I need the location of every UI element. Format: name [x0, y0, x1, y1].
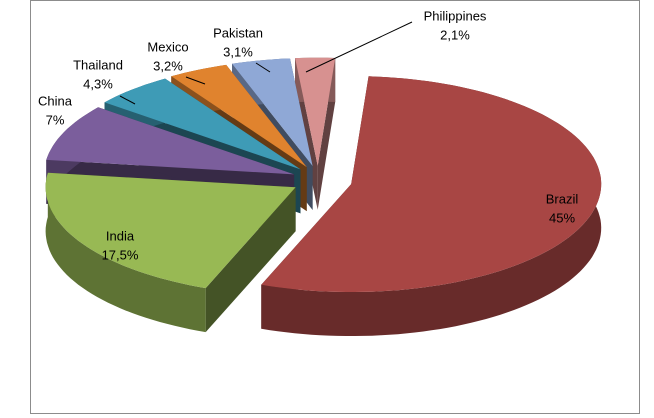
- slice-side: [45, 172, 206, 333]
- leader-line: [119, 95, 136, 105]
- slice: [171, 64, 307, 168]
- leader-line: [185, 76, 206, 85]
- slice: [232, 58, 313, 166]
- slice-value-label: 3,2%: [153, 58, 183, 73]
- slice-value-label: 17,5%: [102, 247, 139, 262]
- slice: [261, 76, 602, 292]
- slice: [45, 172, 296, 289]
- slice-label: China: [38, 93, 73, 108]
- slice-value-label: 3,1%: [223, 44, 253, 59]
- slice-label: India: [106, 228, 135, 243]
- slice-value-label: 7%: [46, 112, 65, 127]
- slice-value-label: 2,1%: [440, 27, 470, 42]
- slice-value-label: 45%: [549, 210, 575, 225]
- leader-line: [305, 21, 413, 73]
- slice: [295, 57, 336, 166]
- slice-label: Mexico: [147, 39, 188, 54]
- slice: [46, 107, 295, 175]
- leader-line: [255, 62, 271, 73]
- slice-label: Philippines: [424, 8, 487, 23]
- slice: [104, 78, 301, 170]
- slice-value-label: 4,3%: [83, 76, 113, 91]
- slice-label: Thailand: [73, 57, 123, 72]
- slice-label: Pakistan: [213, 25, 263, 40]
- slice-label: Brazil: [546, 191, 579, 206]
